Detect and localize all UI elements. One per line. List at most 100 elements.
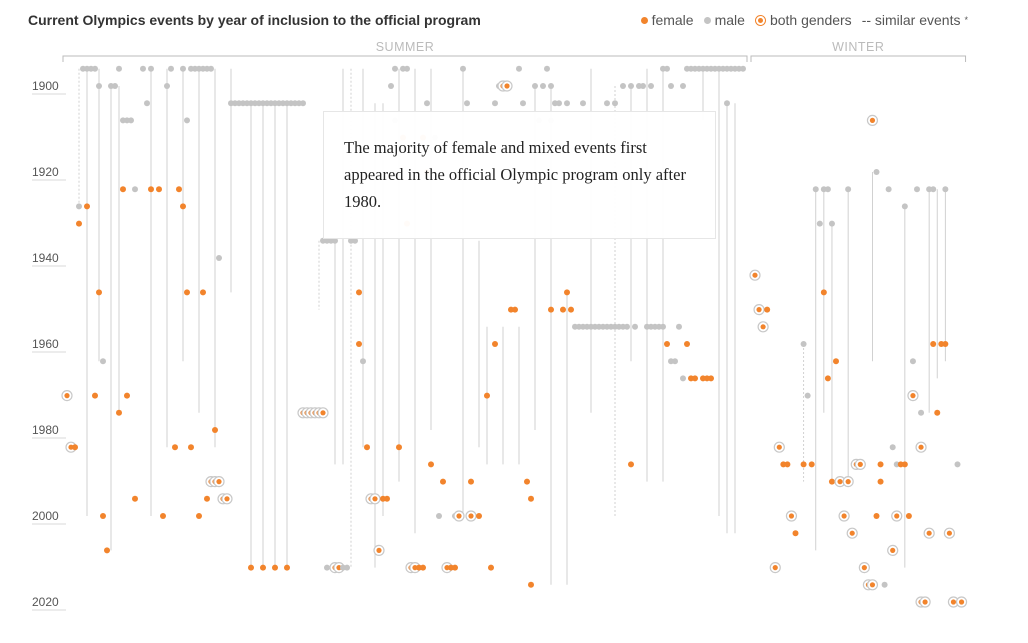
y-tick-label: 2000 [32,509,59,523]
legend-both-label: both genders [769,12,852,28]
legend-similar-label: -- similar events [861,12,961,28]
event-point-male [92,65,98,72]
event-point-female [808,461,815,468]
event-point-male [885,186,892,193]
event-point-male [930,186,937,193]
event-point-female [560,306,566,313]
event-point-male [96,83,102,89]
event-point-male [564,100,570,107]
event-point-female [272,564,278,571]
event-point-male [624,323,630,330]
event-point-female [877,478,884,485]
event-point-male [828,220,835,227]
event-point-male [180,65,186,72]
event-point-female [200,289,206,296]
event-point-both-core [776,444,782,450]
event-point-female [692,375,698,382]
event-point-male [556,100,562,107]
event-point-female [148,186,154,193]
event-point-both-core [64,393,70,399]
points [61,65,968,608]
event-point-male [544,65,550,72]
event-point-male [540,83,546,89]
event-point-female [384,495,390,502]
male-dot-icon [703,16,711,24]
event-point-male [873,169,880,175]
event-point-male [676,323,682,330]
event-point-both-core [837,479,843,485]
event-point-male [164,83,170,89]
event-point-male [132,186,138,193]
event-point-both-core [845,479,851,485]
event-point-male [942,186,949,193]
event-point-male [464,100,470,107]
event-point-male [909,358,916,365]
event-point-both-core [890,547,896,554]
event-point-both-core [918,444,924,450]
event-point-male [532,83,538,89]
event-point-male [954,461,961,468]
event-point-male [492,100,498,107]
event-point-male [580,100,586,107]
event-point-both-core [861,565,867,571]
event-point-male [100,358,106,365]
event-point-female [873,513,880,519]
event-point-female [356,341,362,347]
event-point-female [833,358,839,365]
event-point-both-core [376,547,382,554]
event-point-female [488,564,494,571]
event-point-both-core [910,393,916,399]
event-point-male [460,65,466,72]
event-point-male [664,65,670,72]
event-point-female [212,427,218,433]
legend-female: female [640,12,694,28]
event-point-male [332,237,338,244]
event-point-female [260,564,266,571]
event-point-female [284,564,290,571]
section-bracket [750,55,967,62]
legend-male: male [703,12,745,28]
event-point-female [930,341,937,347]
female-dot-icon [640,16,648,24]
event-point-both-core [950,599,957,605]
event-point-male [824,186,831,193]
event-point-female [484,392,490,399]
legend-both: both genders [754,12,852,28]
y-tick-label: 1960 [32,337,59,351]
event-point-female [84,203,90,210]
y-tick-label: 2020 [32,595,59,609]
event-point-male [845,186,852,193]
event-point-female [356,289,362,296]
event-point-both-core [922,599,928,605]
event-point-male [404,65,410,72]
event-point-male [660,323,666,330]
event-point-male [300,100,306,107]
event-point-both-core [946,530,953,536]
event-point-male [680,83,686,89]
event-point-male [881,581,888,588]
event-point-female [96,289,102,296]
event-point-male [140,65,146,72]
section-winter: WINTER [750,40,967,62]
event-point-male [812,186,819,193]
event-point-both-core [760,324,766,330]
event-point-female [72,444,78,451]
event-point-female [420,564,426,571]
event-point-male [901,203,908,210]
event-point-male [604,100,610,107]
legend-similar: -- similar events * [862,12,968,28]
event-point-male [889,444,896,451]
event-point-male [914,186,920,193]
event-point-female [116,409,122,416]
event-point-male [612,100,618,107]
event-point-male [208,65,214,72]
event-point-male [668,83,674,89]
event-point-female [628,461,634,468]
event-point-male [324,564,330,571]
event-point-female [468,478,474,485]
both-ring-icon [754,14,766,26]
event-point-male [216,255,222,261]
event-point-female [476,513,482,519]
event-point-both-core [958,599,965,605]
